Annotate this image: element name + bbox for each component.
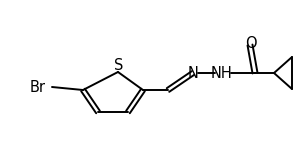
Text: Br: Br: [30, 79, 46, 95]
Text: N: N: [188, 66, 198, 81]
Text: NH: NH: [211, 66, 233, 81]
Text: O: O: [245, 36, 257, 50]
Text: S: S: [114, 58, 124, 73]
